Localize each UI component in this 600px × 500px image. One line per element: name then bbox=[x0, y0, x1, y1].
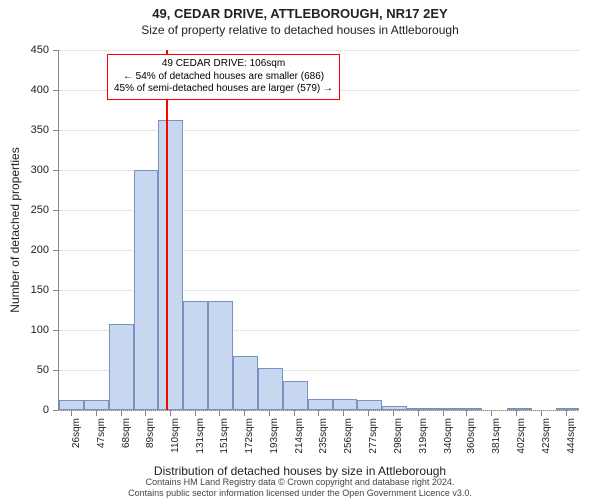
x-tick-label: 26sqm bbox=[71, 418, 82, 448]
x-tick bbox=[121, 410, 122, 416]
x-tick-label: 277sqm bbox=[368, 418, 379, 454]
plot-area: 05010015020025030035040045026sqm47sqm68s… bbox=[58, 50, 579, 411]
histogram-bar bbox=[457, 408, 482, 410]
y-axis-label: Number of detached properties bbox=[8, 147, 22, 312]
bars-layer bbox=[59, 50, 579, 410]
x-tick bbox=[466, 410, 467, 416]
y-tick-label: 300 bbox=[31, 164, 49, 176]
histogram-bar bbox=[109, 324, 134, 410]
x-tick-label: 131sqm bbox=[195, 418, 206, 454]
histogram-bar bbox=[556, 408, 579, 410]
annotation-line3: 45% of semi-detached houses are larger (… bbox=[114, 83, 333, 96]
histogram-bar bbox=[183, 301, 208, 410]
y-tick-label: 150 bbox=[31, 284, 49, 296]
x-tick bbox=[541, 410, 542, 416]
histogram-bar bbox=[84, 400, 109, 410]
histogram-bar bbox=[283, 381, 308, 410]
histogram-bar bbox=[158, 120, 183, 410]
chart-container: 49, CEDAR DRIVE, ATTLEBOROUGH, NR17 2EY … bbox=[0, 0, 600, 500]
x-tick-label: 235sqm bbox=[318, 418, 329, 454]
y-tick-label: 250 bbox=[31, 204, 49, 216]
x-tick-label: 298sqm bbox=[393, 418, 404, 454]
x-tick-label: 214sqm bbox=[294, 418, 305, 454]
x-axis-label: Distribution of detached houses by size … bbox=[0, 464, 600, 478]
x-tick-label: 444sqm bbox=[566, 418, 577, 454]
y-tick-label: 350 bbox=[31, 124, 49, 136]
histogram-bar bbox=[308, 399, 333, 410]
histogram-bar bbox=[357, 400, 382, 410]
histogram-bar bbox=[258, 368, 283, 410]
footer-line1: Contains HM Land Registry data © Crown c… bbox=[146, 477, 455, 487]
y-tick-label: 200 bbox=[31, 244, 49, 256]
footer-line2: Contains public sector information licen… bbox=[128, 488, 472, 498]
x-tick bbox=[318, 410, 319, 416]
y-tick-label: 50 bbox=[37, 364, 49, 376]
x-tick-label: 340sqm bbox=[443, 418, 454, 454]
x-tick-label: 381sqm bbox=[491, 418, 502, 454]
x-tick-label: 110sqm bbox=[170, 418, 181, 453]
x-tick bbox=[170, 410, 171, 416]
annotation-line2: ← 54% of detached houses are smaller (68… bbox=[114, 71, 333, 84]
x-tick bbox=[443, 410, 444, 416]
histogram-bar bbox=[233, 356, 258, 410]
footer-attribution: Contains HM Land Registry data © Crown c… bbox=[0, 477, 600, 498]
histogram-bar bbox=[134, 170, 159, 410]
y-tick-label: 450 bbox=[31, 44, 49, 56]
x-tick bbox=[491, 410, 492, 416]
histogram-bar bbox=[333, 399, 358, 410]
histogram-bar bbox=[507, 408, 532, 410]
histogram-bar bbox=[208, 301, 233, 410]
x-tick-label: 172sqm bbox=[244, 418, 255, 454]
x-tick bbox=[343, 410, 344, 416]
x-tick bbox=[96, 410, 97, 416]
x-tick bbox=[418, 410, 419, 416]
x-tick bbox=[71, 410, 72, 416]
x-tick bbox=[516, 410, 517, 416]
histogram-bar bbox=[407, 408, 432, 410]
x-tick-label: 360sqm bbox=[466, 418, 477, 454]
x-tick bbox=[244, 410, 245, 416]
x-tick bbox=[393, 410, 394, 416]
x-tick-label: 68sqm bbox=[121, 418, 132, 448]
y-tick-label: 0 bbox=[43, 404, 49, 416]
x-tick bbox=[219, 410, 220, 416]
chart-subtitle: Size of property relative to detached ho… bbox=[0, 23, 600, 43]
x-tick bbox=[368, 410, 369, 416]
x-tick bbox=[294, 410, 295, 416]
histogram-bar bbox=[59, 400, 84, 410]
chart-title: 49, CEDAR DRIVE, ATTLEBOROUGH, NR17 2EY bbox=[0, 0, 600, 23]
x-tick-label: 47sqm bbox=[96, 418, 107, 448]
x-tick-label: 319sqm bbox=[418, 418, 429, 454]
x-tick-label: 89sqm bbox=[145, 418, 156, 448]
x-tick-label: 151sqm bbox=[219, 418, 230, 454]
x-tick-label: 423sqm bbox=[541, 418, 552, 454]
x-tick bbox=[566, 410, 567, 416]
reference-line bbox=[166, 50, 168, 410]
x-tick bbox=[269, 410, 270, 416]
y-tick bbox=[53, 410, 59, 411]
histogram-bar bbox=[432, 408, 457, 410]
y-tick-label: 400 bbox=[31, 84, 49, 96]
annotation-line1: 49 CEDAR DRIVE: 106sqm bbox=[114, 58, 333, 71]
y-tick-label: 100 bbox=[31, 324, 49, 336]
x-tick-label: 256sqm bbox=[343, 418, 354, 454]
histogram-bar bbox=[382, 406, 407, 410]
x-tick bbox=[195, 410, 196, 416]
x-tick bbox=[145, 410, 146, 416]
x-tick-label: 193sqm bbox=[269, 418, 280, 454]
x-tick-label: 402sqm bbox=[516, 418, 527, 454]
annotation-box: 49 CEDAR DRIVE: 106sqm← 54% of detached … bbox=[107, 54, 340, 100]
